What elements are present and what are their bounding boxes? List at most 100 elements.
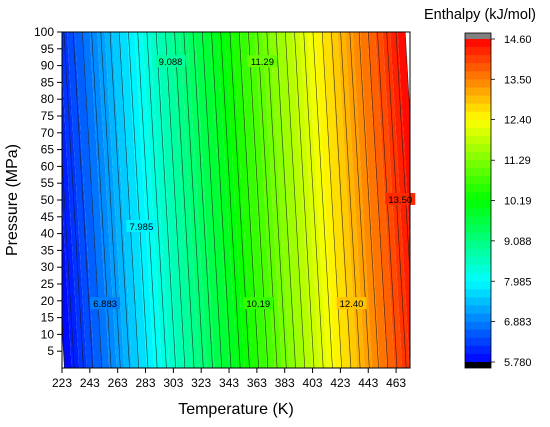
x-tick-label: 343 (219, 376, 239, 390)
contour-band (337, 32, 365, 368)
x-tick-label: 443 (358, 376, 378, 390)
x-tick-label: 403 (303, 376, 323, 390)
contour-line (340, 32, 361, 368)
colorbar-segment (465, 176, 491, 185)
colorbar-segment (465, 152, 491, 161)
contour-label: 11.29 (251, 57, 274, 68)
colorbar-title: Enthalpy (kJ/mol) (424, 7, 536, 23)
contour-line (146, 32, 167, 368)
contour-label-bg (336, 297, 367, 310)
contour-band (367, 32, 395, 368)
contour-band (360, 32, 388, 368)
contour-band (67, 32, 95, 368)
x-tick-label: 323 (191, 376, 211, 390)
colorbar-segment (465, 39, 491, 48)
y-tick-label: 100 (34, 25, 54, 39)
contour-label: 12.40 (340, 299, 364, 310)
colorbar-segment (465, 345, 491, 355)
x-axis-title: Temperature (K) (178, 401, 294, 418)
contour-line (266, 32, 287, 368)
contour-band (224, 32, 252, 368)
contour-line (238, 32, 259, 368)
y-tick-label: 25 (41, 277, 55, 291)
colorbar-segment (465, 273, 491, 282)
contour-line (257, 32, 278, 368)
colorbar: 5.780 6.883 7.985 9.088 10.19 11.29 12.40 13.50… (464, 32, 532, 369)
contour-band (315, 32, 343, 368)
colorbar-segment (465, 192, 491, 201)
contour-labels: 9.088 11.29 7.985 13.50 6.883 10.19 12.40 (90, 55, 416, 310)
contour-band (134, 32, 162, 368)
colorbar-segment (465, 232, 491, 242)
colorbar-segment (465, 353, 491, 363)
colorbar-segment (465, 87, 491, 96)
contour-line (192, 32, 213, 368)
contour-line (137, 32, 158, 368)
contour-line (312, 32, 333, 368)
contour-band (397, 32, 410, 245)
x-tick-label: 303 (163, 376, 183, 390)
contour-line (128, 32, 149, 368)
contour-band (262, 32, 290, 368)
contour-line (155, 32, 176, 368)
colorbar-segment (465, 143, 491, 153)
contour-line (294, 32, 315, 368)
y-tick-label: 55 (41, 176, 55, 190)
colorbar-segment (465, 119, 491, 129)
y-tick-label: 35 (41, 243, 55, 257)
contour-line (183, 32, 204, 368)
colorbar-segment (465, 208, 491, 217)
contour-band (74, 32, 102, 368)
colorbar-segment (465, 127, 491, 137)
contour-line (367, 32, 389, 368)
colorbar-segment (465, 281, 491, 290)
y-tick-label: 70 (41, 126, 55, 140)
contour-band (112, 32, 140, 368)
x-tick-label: 263 (108, 376, 128, 390)
colorbar-tick-label: 9.088 (504, 236, 532, 248)
colorbar-segment (465, 63, 491, 72)
contour-band (194, 32, 222, 368)
x-tick-label: 383 (275, 376, 295, 390)
colorbar-segment (465, 240, 491, 250)
contour-band (284, 32, 312, 368)
contour-line (358, 32, 379, 368)
contour-line (404, 32, 410, 121)
colorbar-segment (465, 297, 491, 306)
y-tick-label: 85 (41, 75, 55, 89)
colorbar-segment (465, 257, 491, 266)
colorbar-tick-label: 14.60 (504, 34, 532, 46)
y-tick-label: 30 (41, 260, 55, 274)
colorbar-segment (465, 200, 491, 209)
contour-line (303, 32, 324, 368)
contour-label-bg (247, 55, 278, 68)
contour-band (157, 32, 185, 368)
colorbar-segment (465, 79, 491, 88)
colorbar-segment (465, 313, 491, 322)
contour-line (109, 32, 130, 368)
x-tick-label: 223 (52, 376, 72, 390)
colorbar-segment (465, 95, 491, 104)
contour-band (62, 32, 87, 368)
contour-label: 9.088 (159, 57, 183, 68)
contour-line (229, 32, 250, 368)
contour-band (247, 32, 275, 368)
colorbar-segment (465, 329, 491, 339)
colorbar-segment (465, 224, 491, 234)
contour-band (119, 32, 147, 368)
contour-line (165, 32, 186, 368)
x-tick-label: 243 (80, 376, 100, 390)
contour-band (149, 32, 177, 368)
y-tick-label: 95 (41, 42, 55, 56)
colorbar-tick-label: 5.780 (504, 357, 532, 369)
colorbar-tick-label: 10.19 (504, 196, 532, 208)
colorbar-segment (465, 216, 491, 226)
colorbar-segment (465, 184, 491, 193)
contour-band (254, 32, 282, 368)
contour-band (142, 32, 170, 368)
contour-line (331, 32, 352, 368)
x-tick-label: 423 (330, 376, 350, 390)
y-tick-label: 15 (41, 311, 55, 325)
y-axis: 5 10 15 20 25 30 35 40 45 50 55 60 65 70 75 80 85 90 95 100 (34, 25, 62, 358)
colorbar-tick-label: 12.40 (504, 115, 532, 127)
